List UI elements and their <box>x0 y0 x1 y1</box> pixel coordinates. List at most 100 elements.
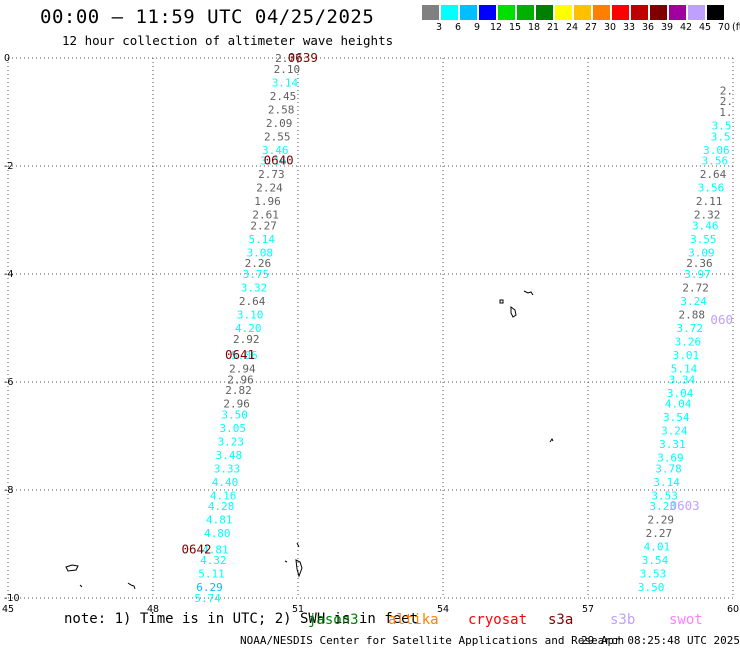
legend-swatch-15 <box>707 5 724 20</box>
island-west-3 <box>127 582 136 590</box>
pass-east-value-9: 2.11 <box>696 195 723 208</box>
y-tick-label-4: -8 <box>4 485 13 496</box>
pass-east-value-25: 4.04 <box>665 398 692 411</box>
satellite-altika: altika <box>388 612 439 628</box>
pass-east-value-12: 3.55 <box>690 233 717 246</box>
pass-west-value-35: 4.28 <box>208 500 235 513</box>
pass-west-time-label-3: 0642 <box>181 541 211 556</box>
pass-east-observations: 2.2.1.3.53.53.063.562.643.562.112.323.46… <box>638 84 733 594</box>
pass-east-value-4: 3.5 <box>711 130 731 143</box>
legend-label-7: 24 <box>565 22 579 33</box>
pass-east-value-27: 3.24 <box>661 425 688 438</box>
pass-west-value-26: 2.82 <box>225 384 252 397</box>
footer-note: note: 1) Time is in UTC; 2) SWH is in fe… <box>64 611 419 627</box>
x-tick-label-0: 45 <box>2 604 14 615</box>
pass-west-value-22: 2.92 <box>233 333 260 346</box>
legend-label-2: 9 <box>473 22 481 33</box>
legend-label-5: 18 <box>527 22 541 33</box>
x-tick-label-4: 57 <box>582 604 594 615</box>
pass-west-value-41: 6.29 <box>196 581 223 594</box>
satellite-jason3: jason3 <box>308 612 359 628</box>
pass-east-value-23: 3.34 <box>669 373 696 386</box>
legend-swatch-4 <box>498 5 515 20</box>
legend-swatch-14 <box>688 5 705 20</box>
pass-east-value-17: 3.24 <box>680 295 707 308</box>
legend-label-1: 6 <box>454 22 462 33</box>
pass-west-time-label-1: 0640 <box>264 153 294 168</box>
pass-west-value-21: 4.20 <box>235 322 262 335</box>
pass-west-value-19: 2.64 <box>239 295 266 308</box>
pass-east-value-32: 3.53 <box>651 489 678 502</box>
credit-line: NOAA/NESDIS Center for Satellite Applica… <box>240 634 625 647</box>
pass-west-value-10: 2.24 <box>256 182 283 195</box>
pass-west-value-7: 3.46 <box>262 144 289 157</box>
x-tick-label-1: 48 <box>147 604 159 615</box>
pass-west-value-40: 5.11 <box>198 568 225 581</box>
legend-swatch-12 <box>650 5 667 20</box>
pass-west-value-0: 2.77 <box>275 52 302 65</box>
page-subtitle: 12 hour collection of altimeter wave hei… <box>62 33 394 48</box>
x-tick-label-5: 60 <box>727 604 739 615</box>
legend-swatch-7 <box>555 5 572 20</box>
pass-east-value-36: 4.01 <box>644 541 671 554</box>
island-west-4 <box>296 542 300 548</box>
pass-east-value-21: 3.01 <box>673 349 700 362</box>
pass-west-value-37: 4.80 <box>204 527 231 540</box>
pass-east-time-label-1: 060 <box>710 312 733 327</box>
pass-west-value-8: 3.16 <box>260 155 287 168</box>
pass-west-value-33: 4.40 <box>212 476 239 489</box>
legend-label-13: 42 <box>679 22 693 33</box>
island-seychelles-3 <box>510 306 517 318</box>
pass-east-value-29: 3.69 <box>657 452 684 465</box>
pass-east-value-26: 3.54 <box>663 411 690 424</box>
satellite-s3b: s3b <box>610 612 636 628</box>
pass-east-value-31: 3.14 <box>653 476 680 489</box>
legend-swatch-5 <box>517 5 534 20</box>
pass-east-value-19: 3.72 <box>677 322 704 335</box>
island-seychelles-4 <box>549 438 554 443</box>
pass-west-value-12: 2.61 <box>252 209 279 222</box>
pass-west-value-18: 3.32 <box>241 282 268 295</box>
y-tick-label-0: 0 <box>4 53 10 64</box>
legend-label-9: 30 <box>603 22 617 33</box>
pass-west-value-5: 2.09 <box>266 117 293 130</box>
legend-swatch-8 <box>574 5 591 20</box>
legend-label-6: 21 <box>546 22 560 33</box>
pass-west-value-11: 1.96 <box>254 195 281 208</box>
pass-west-value-1: 2.10 <box>274 63 301 76</box>
pass-east-value-2: 1. <box>719 106 732 119</box>
legend-label-8: 27 <box>584 22 598 33</box>
pass-east-value-33: 3.23 <box>649 500 676 513</box>
pass-west-value-28: 3.50 <box>221 408 248 421</box>
pass-east-value-5: 3.06 <box>703 144 730 157</box>
pass-west-value-39: 4.32 <box>200 554 227 567</box>
pass-east-value-30: 3.78 <box>655 462 682 475</box>
pass-east-value-34: 2.29 <box>648 514 675 527</box>
x-tick-label-3: 54 <box>437 604 449 615</box>
x-tick-label-2: 51 <box>292 604 304 615</box>
legend-swatch-11 <box>631 5 648 20</box>
pass-east-value-38: 3.53 <box>640 568 667 581</box>
legend-unit: (ft) <box>732 22 740 33</box>
island-seychelles-1 <box>523 290 534 296</box>
pass-west-value-23: 5.06 <box>231 349 258 362</box>
pass-east-value-20: 3.26 <box>675 336 702 349</box>
legend-swatch-0 <box>422 5 439 20</box>
island-west-1 <box>65 564 79 572</box>
legend-swatch-3 <box>479 5 496 20</box>
pass-west-value-2: 3.14 <box>272 76 299 89</box>
pass-east-value-39: 3.50 <box>638 581 665 594</box>
pass-east-time-label-0: 0603 <box>670 498 700 513</box>
pass-east-value-28: 3.31 <box>659 438 686 451</box>
pass-west-value-14: 5.14 <box>249 233 276 246</box>
legend-label-11: 36 <box>641 22 655 33</box>
pass-west-value-31: 3.48 <box>216 449 243 462</box>
pass-east-value-11: 3.46 <box>692 219 719 232</box>
legend-swatch-6 <box>536 5 553 20</box>
legend-swatch-13 <box>669 5 686 20</box>
pass-west-value-15: 3.08 <box>247 246 274 259</box>
legend-label-12: 39 <box>660 22 674 33</box>
pass-west-value-29: 3.05 <box>220 422 247 435</box>
pass-west-value-38: 4.81 <box>202 543 229 556</box>
